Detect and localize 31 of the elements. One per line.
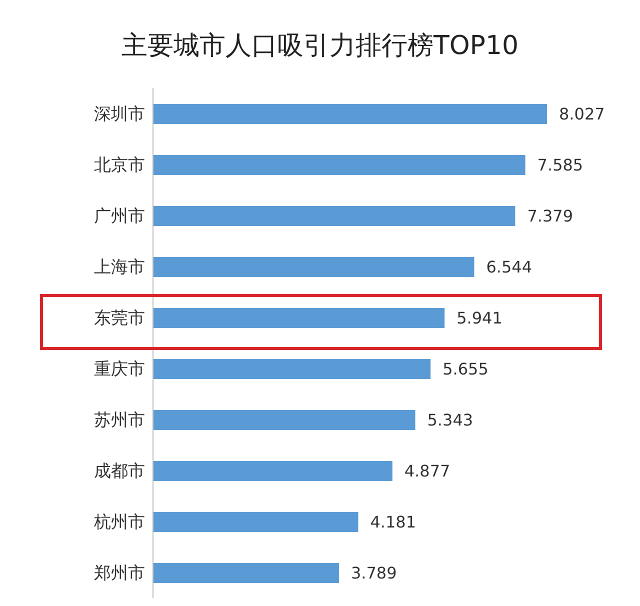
bar: [153, 308, 445, 328]
y-tick-label: 重庆市: [94, 360, 145, 380]
data-label: 4.877: [404, 462, 450, 481]
data-label: 7.585: [537, 156, 584, 175]
bar: [153, 104, 547, 124]
bar: [153, 410, 416, 430]
bar: [153, 359, 431, 379]
y-tick-label: 深圳市: [94, 104, 145, 125]
y-tick-label: 苏州市: [94, 410, 145, 431]
data-label: 3.789: [350, 564, 397, 583]
y-tick-label: 北京市: [94, 156, 145, 176]
data-label: 4.181: [370, 512, 416, 532]
bar: [153, 257, 474, 277]
bar: [153, 563, 339, 583]
y-tick-label: 上海市: [94, 258, 145, 278]
bar: [153, 206, 516, 226]
data-label: 8.027: [559, 104, 605, 124]
data-label: 6.544: [486, 258, 532, 277]
data-label: 5.343: [427, 410, 474, 430]
data-label: 5.655: [442, 360, 488, 379]
bar: [153, 155, 526, 175]
y-tick-label: 广州市: [94, 206, 145, 227]
data-label: 5.941: [456, 308, 502, 328]
chart-title: 主要城市人口吸引力排行榜TOP10: [120, 30, 520, 63]
bar: [153, 512, 358, 532]
y-tick-label: 成都市: [94, 462, 145, 482]
data-label: 7.379: [527, 206, 574, 226]
bar: [153, 461, 392, 481]
y-tick-label: 杭州市: [93, 512, 145, 533]
y-tick-label: 郑州市: [94, 564, 145, 584]
y-tick-label: 东莞市: [94, 308, 145, 329]
